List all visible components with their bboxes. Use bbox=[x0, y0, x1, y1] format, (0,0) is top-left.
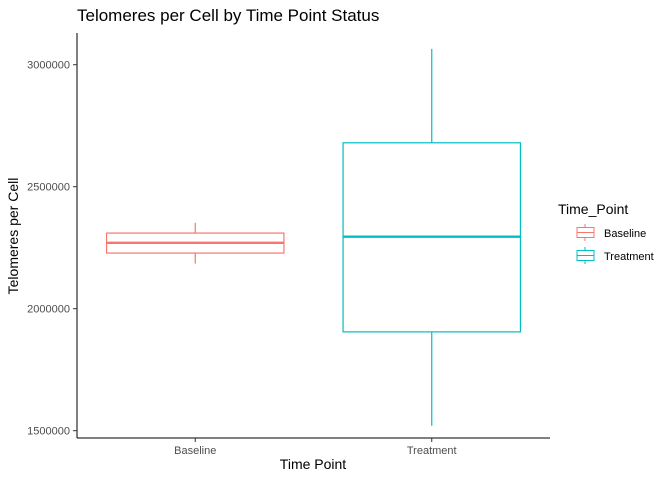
y-axis-title: Telomeres per Cell bbox=[5, 178, 21, 295]
legend-key-baseline bbox=[576, 224, 595, 241]
box-baseline bbox=[105, 222, 285, 264]
x-axis-ticks: Baseline Treatment bbox=[174, 438, 457, 457]
x-axis-title: Time Point bbox=[280, 456, 347, 472]
box-treatment bbox=[342, 48, 522, 426]
legend-title: Time_Point bbox=[558, 201, 628, 217]
legend-label: Baseline bbox=[604, 228, 646, 240]
legend: Time_Point Baseline Treatment bbox=[558, 201, 654, 264]
x-tick-label: Baseline bbox=[174, 445, 216, 457]
legend-label: Treatment bbox=[604, 251, 654, 263]
legend-key-treatment bbox=[576, 247, 595, 264]
y-tick-label: 2000000 bbox=[27, 304, 70, 316]
plot-area bbox=[105, 48, 522, 426]
y-tick-label: 1500000 bbox=[27, 426, 70, 438]
chart-title: Telomeres per Cell by Time Point Status bbox=[77, 6, 379, 25]
y-tick-label: 3000000 bbox=[27, 60, 70, 72]
x-tick-label: Treatment bbox=[407, 445, 457, 457]
y-axis-ticks: 1500000 2000000 2500000 3000000 bbox=[27, 60, 77, 438]
y-tick-label: 2500000 bbox=[27, 182, 70, 194]
